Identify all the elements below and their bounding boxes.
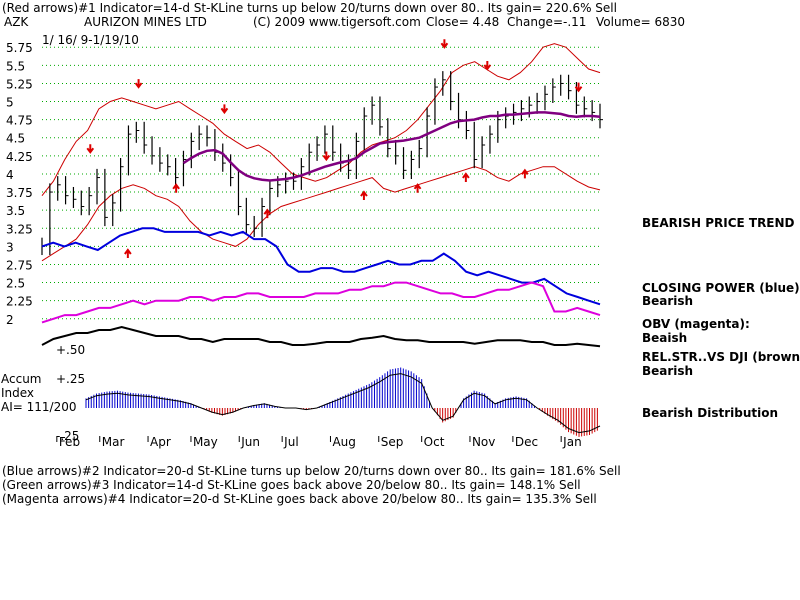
y-tick-label: 4.75: [6, 114, 33, 128]
ticker-label: AZK: [4, 15, 29, 29]
x-tick-label: Aug: [332, 435, 355, 449]
sell-arrow: [86, 144, 95, 154]
obv-value: Beaish: [642, 331, 688, 345]
y-tick-label: 3.25: [6, 222, 33, 236]
rel-strength-line: [41, 325, 601, 348]
footer-line1: (Blue arrows)#2 Indicator=20-d St-KLine …: [2, 464, 621, 478]
accum-ma-line: [85, 373, 601, 434]
stock-chart: 5.75 5.5 5.25 5 4.75 4.5 4.25 4 3.75 3.5 3.25 3 2.75…: [6, 39, 603, 449]
accum-title: Accum: [1, 372, 42, 386]
relstr-title: REL.STR..VS DJI (brown):: [642, 350, 800, 364]
company-name: AURIZON MINES LTD: [84, 15, 207, 29]
y-tick-label: 2: [6, 313, 14, 327]
x-tick-label: Apr: [150, 435, 171, 449]
accum-ai-value: AI= 111/200: [1, 400, 77, 414]
upper-band-line: [41, 43, 601, 197]
x-tick-label: May: [193, 435, 218, 449]
volume-value: Volume= 6830: [596, 15, 686, 29]
sell-arrow: [134, 79, 143, 89]
y-tick-label: 4: [6, 168, 14, 182]
sell-arrow: [322, 151, 331, 162]
close-value: Close= 4.48: [426, 15, 500, 29]
y-tick-label: 3.5: [6, 204, 25, 218]
closing-power-value: Bearish: [642, 294, 694, 308]
y-tick-label: 2.25: [6, 295, 33, 309]
y-tick-label: 5.25: [6, 77, 33, 91]
header-line1: (Red arrows)#1 Indicator=14-d St-KLine t…: [2, 1, 617, 15]
x-tick-label: Feb: [59, 435, 80, 449]
x-tick-label: Jun: [240, 435, 260, 449]
footer-line3: (Magenta arrows)#4 Indicator=20-d St-KLi…: [2, 492, 597, 506]
copyright-label: (C) 2009 www.tigersoft.com: [253, 15, 421, 29]
obv-line: [41, 281, 601, 324]
obv-title: OBV (magenta):: [642, 317, 750, 331]
x-tick-label: Oct: [424, 435, 445, 449]
accum-plus50: +.50: [56, 343, 86, 357]
closing-power-line: [41, 227, 601, 306]
buy-arrow: [263, 208, 272, 219]
y-tick-label: 3: [6, 240, 14, 254]
price-trend-label: BEARISH PRICE TREND: [642, 216, 795, 230]
buy-arrow: [462, 172, 470, 182]
buy-arrow: [413, 183, 422, 193]
accum-index-title: Index: [1, 386, 35, 400]
moving-average-line: [182, 111, 601, 182]
date-range: 1/ 16/ 9-1/19/10: [42, 33, 139, 47]
accum-minus25: -.25: [56, 429, 80, 443]
sell-arrow: [483, 60, 492, 71]
closing-power-title: CLOSING POWER (blue):: [642, 281, 800, 295]
y-tick-label: 4.5: [6, 132, 25, 146]
relstr-value: Bearish: [642, 364, 694, 378]
accum-plus25: +.25: [56, 372, 86, 386]
x-tick-label: Jan: [562, 435, 582, 449]
change-value: Change=-.11: [507, 15, 587, 29]
sell-arrow: [220, 104, 229, 115]
y-tick-label: 5: [6, 96, 14, 110]
x-tick-label: Nov: [472, 435, 495, 449]
distribution-label: Bearish Distribution: [642, 406, 779, 420]
x-tick-label: Mar: [102, 435, 125, 449]
y-tick-label: 3.75: [6, 186, 33, 200]
x-tick-label: Sep: [381, 435, 404, 449]
buy-arrow: [124, 248, 132, 258]
footer-line2: (Green arrows)#3 Indicator=14-d St-KLine…: [2, 478, 581, 492]
buy-arrow: [360, 190, 368, 201]
buy-arrow: [172, 183, 180, 193]
y-tick-label: 4.25: [6, 150, 33, 164]
x-tick-label: Jul: [283, 435, 298, 449]
sell-arrow: [440, 39, 449, 49]
lower-band-line: [41, 166, 601, 262]
buy-arrow: [521, 168, 529, 179]
y-tick-label: 2.75: [6, 258, 33, 272]
x-tick-label: Dec: [515, 435, 538, 449]
y-tick-label: 2.5: [6, 277, 25, 291]
y-tick-label: 5.75: [6, 41, 33, 55]
y-tick-label: 5.5: [6, 59, 25, 73]
sell-arrow: [574, 82, 583, 93]
